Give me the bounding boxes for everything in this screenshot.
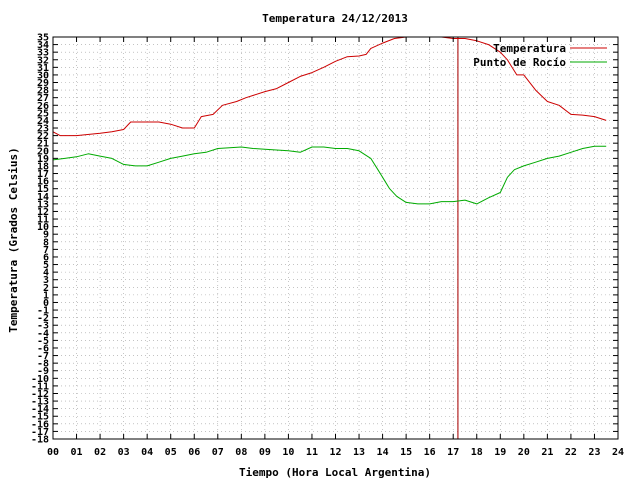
x-tick-label: 16 xyxy=(424,447,436,458)
y-tick-label: 29 xyxy=(37,78,49,89)
y-tick-label: -15 xyxy=(31,412,49,423)
legend-label-temperatura: Temperatura xyxy=(493,42,566,55)
y-tick-label: 27 xyxy=(37,93,49,104)
x-tick-label: 18 xyxy=(471,447,483,458)
x-tick-label: 23 xyxy=(588,447,600,458)
y-tick-label: 16 xyxy=(37,177,49,188)
x-tick-label: 11 xyxy=(306,447,318,458)
legend-label-punto-de-rocio: Punto de Rocío xyxy=(473,56,566,69)
y-tick-label: -6 xyxy=(37,343,49,354)
y-tick-label: 30 xyxy=(37,70,49,81)
y-tick-label: -8 xyxy=(37,359,49,370)
x-tick-label: 06 xyxy=(188,447,200,458)
y-tick-label: -11 xyxy=(31,381,49,392)
y-tick-label: 15 xyxy=(37,184,49,195)
y-tick-label: 23 xyxy=(37,124,49,135)
y-tick-label: 11 xyxy=(37,215,49,226)
punto-de-rocio-line xyxy=(52,145,607,205)
y-tick-label: -14 xyxy=(31,404,49,415)
x-tick-label: 02 xyxy=(94,447,106,458)
y-tick-label: 3 xyxy=(43,275,49,286)
y-axis-label: Temperatura (Grados Celsius) xyxy=(7,147,20,332)
y-tick-label: 10 xyxy=(37,222,49,233)
y-tick-label: 17 xyxy=(37,169,49,180)
y-tick-label: -1 xyxy=(37,306,49,317)
y-tick-label: -9 xyxy=(37,366,49,377)
y-tick-label: -17 xyxy=(31,427,49,438)
x-axis-label: Tiempo (Hora Local Argentina) xyxy=(239,466,431,479)
x-tick-label: 19 xyxy=(494,447,506,458)
y-tick-label: 21 xyxy=(37,139,49,150)
y-axis-ticks: 3534333231302928272625242322212019181716… xyxy=(31,33,618,446)
y-tick-label: 13 xyxy=(37,199,49,210)
y-tick-label: 7 xyxy=(43,245,49,256)
y-tick-label: 0 xyxy=(43,298,49,309)
temperatura-line xyxy=(52,36,607,137)
y-tick-label: 12 xyxy=(37,207,49,218)
legend: Temperatura Punto de Rocío xyxy=(473,42,607,69)
y-tick-label: 6 xyxy=(43,252,49,263)
x-tick-label: 03 xyxy=(118,447,130,458)
y-tick-label: -5 xyxy=(37,336,49,347)
x-tick-label: 17 xyxy=(447,447,459,458)
y-tick-label: 32 xyxy=(37,55,49,66)
y-tick-label: -3 xyxy=(37,321,49,332)
y-tick-label: 34 xyxy=(37,40,49,51)
y-tick-label: 20 xyxy=(37,146,49,157)
x-tick-label: 15 xyxy=(400,447,412,458)
x-tick-label: 10 xyxy=(282,447,294,458)
x-tick-label: 13 xyxy=(353,447,365,458)
y-tick-label: 33 xyxy=(37,48,49,59)
x-tick-label: 05 xyxy=(165,447,177,458)
x-tick-label: 22 xyxy=(565,447,577,458)
y-tick-label: 5 xyxy=(43,260,49,271)
y-tick-label: -10 xyxy=(31,374,49,385)
grid xyxy=(52,36,619,440)
y-tick-label: -12 xyxy=(31,389,49,400)
y-tick-label: 26 xyxy=(37,101,49,112)
y-tick-label: 2 xyxy=(43,283,49,294)
y-tick-label: -16 xyxy=(31,419,49,430)
y-tick-label: 4 xyxy=(43,268,49,279)
x-tick-label: 21 xyxy=(541,447,553,458)
y-tick-label: 8 xyxy=(43,237,49,248)
x-tick-label: 04 xyxy=(141,447,153,458)
y-tick-label: 28 xyxy=(37,86,49,97)
x-tick-label: 09 xyxy=(259,447,271,458)
y-tick-label: 35 xyxy=(37,33,49,44)
y-tick-label: -2 xyxy=(37,313,49,324)
x-tick-label: 12 xyxy=(329,447,341,458)
y-tick-label: 19 xyxy=(37,154,49,165)
x-tick-label: 08 xyxy=(235,447,247,458)
y-tick-label: -18 xyxy=(31,435,49,446)
x-tick-label: 24 xyxy=(612,447,624,458)
y-tick-label: -4 xyxy=(37,328,49,339)
x-tick-label: 01 xyxy=(71,447,83,458)
y-tick-label: 14 xyxy=(37,192,49,203)
y-tick-label: 18 xyxy=(37,161,49,172)
y-tick-label: 9 xyxy=(43,230,49,241)
x-tick-label: 20 xyxy=(518,447,530,458)
y-tick-label: 25 xyxy=(37,108,49,119)
y-tick-label: 1 xyxy=(43,290,49,301)
x-axis-ticks: 00 01 02 03 04 05 06 07 08 09 10 11 12 13 14 15 16 17 18 19… xyxy=(47,37,624,458)
x-tick-label: 07 xyxy=(212,447,224,458)
chart-title: Temperatura 24/12/2013 xyxy=(262,12,408,25)
y-tick-label: -7 xyxy=(37,351,49,362)
y-tick-label: 31 xyxy=(37,63,49,74)
y-tick-label: 22 xyxy=(37,131,49,142)
y-tick-label: 24 xyxy=(37,116,49,127)
x-tick-label: 14 xyxy=(377,447,389,458)
series-lines xyxy=(52,36,607,205)
x-tick-label: 00 xyxy=(47,447,59,458)
y-tick-label: -13 xyxy=(31,397,49,408)
